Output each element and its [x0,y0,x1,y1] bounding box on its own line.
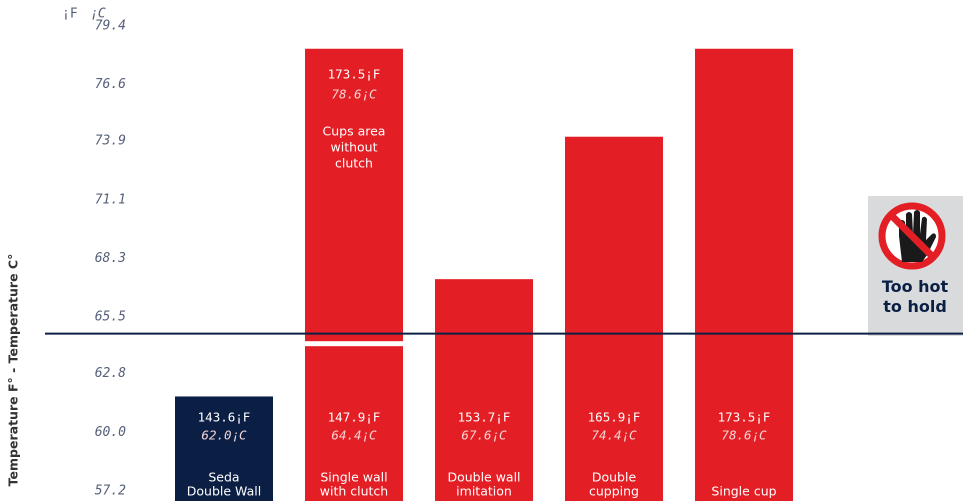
annotation-text: without [331,139,378,154]
annotation-value-label: 78.6¡C [331,86,377,101]
f-label: 147.9¡F [328,410,381,425]
category-label: cupping [589,484,639,499]
y-tick-label: 57.2 [95,484,126,499]
y-tick-label: 76.6 [95,77,126,92]
bar [435,279,533,501]
value-label: 67.6¡C [461,428,507,443]
bar [175,396,273,501]
unit-f-header: ¡F [62,7,78,22]
value-label: 64.4¡C [331,428,377,443]
y-tick-label: 73.9 [95,134,126,149]
y-tick-label: 60.0 [95,425,126,440]
f-label: 173.5¡F [718,410,771,425]
y-tick-label: 68.3 [95,251,126,266]
bar [695,48,793,501]
value-label: 78.6¡C [721,428,767,443]
category-label: Seda [208,470,239,485]
f-label: 165.9¡F [588,410,641,425]
category-label: Double [592,470,637,485]
category-label: imitation [456,484,512,499]
bar [565,136,663,501]
y-tick-label: 65.5 [95,310,126,325]
category-label: with clutch [320,484,388,499]
category-label: Single wall [320,470,387,485]
value-label: 74.4¡C [591,428,637,443]
threshold-label: Too hot [882,277,949,296]
annotation-text: Cups area [323,123,386,138]
value-label: 62.0¡C [201,428,247,443]
category-label: Double Wall [187,484,261,499]
unit-c-header: ¡C [90,7,106,22]
annotation-bar [305,48,403,342]
category-label: Single cup [711,484,776,499]
y-tick-label: 79.4 [95,19,126,34]
f-label: 143.6¡F [198,410,251,425]
no-hand-icon [868,196,963,336]
y-tick-label: 62.8 [95,366,126,381]
annotation-text: clutch [335,155,373,170]
y-tick-label: 71.1 [95,192,126,207]
y-axis-title: Temperature F° - Temperature C° [6,254,21,487]
f-label: 153.7¡F [458,410,511,425]
bar [305,346,403,501]
annotation-f-label: 173.5¡F [328,66,381,81]
category-label: Double wall [447,470,520,485]
threshold-label: to hold [883,297,947,316]
